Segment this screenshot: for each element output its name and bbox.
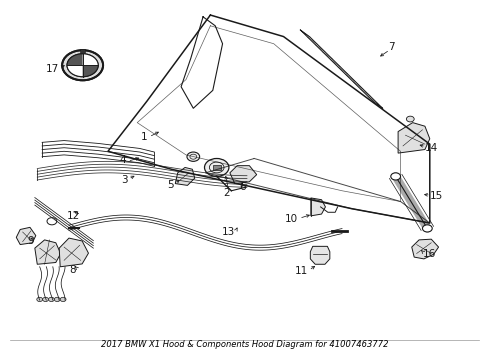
Wedge shape (67, 65, 82, 77)
Text: 14: 14 (424, 143, 437, 153)
Wedge shape (82, 54, 98, 65)
Text: 9: 9 (27, 236, 34, 246)
Polygon shape (16, 227, 36, 244)
Text: 2017 BMW X1 Hood & Components Hood Diagram for 41007463772: 2017 BMW X1 Hood & Components Hood Diagr… (101, 339, 387, 348)
Text: 17: 17 (46, 64, 59, 74)
Text: 1: 1 (140, 132, 147, 142)
Text: 6: 6 (239, 182, 246, 192)
Circle shape (422, 225, 431, 232)
Wedge shape (67, 54, 82, 65)
Text: 10: 10 (285, 215, 298, 224)
Text: 3: 3 (121, 175, 127, 185)
Circle shape (42, 297, 48, 302)
Polygon shape (80, 49, 85, 53)
Text: 11: 11 (294, 266, 307, 276)
Circle shape (60, 297, 66, 302)
Text: 8: 8 (69, 265, 76, 275)
Circle shape (62, 50, 103, 80)
Polygon shape (59, 238, 88, 267)
Circle shape (54, 297, 60, 302)
Wedge shape (82, 65, 98, 77)
Text: 16: 16 (422, 248, 435, 258)
Text: 7: 7 (387, 42, 394, 52)
Text: 12: 12 (67, 211, 80, 221)
Circle shape (37, 297, 42, 302)
Text: 15: 15 (429, 191, 442, 201)
Polygon shape (411, 239, 438, 259)
Circle shape (67, 54, 98, 77)
Text: 4: 4 (120, 155, 126, 165)
Circle shape (48, 297, 54, 302)
Polygon shape (229, 166, 256, 184)
Polygon shape (35, 240, 61, 264)
Polygon shape (310, 198, 325, 216)
Polygon shape (212, 165, 220, 170)
Text: 13: 13 (221, 227, 234, 237)
Polygon shape (310, 246, 329, 264)
Polygon shape (397, 123, 429, 153)
Polygon shape (300, 30, 382, 109)
Circle shape (186, 152, 199, 161)
Circle shape (204, 158, 228, 176)
Text: 2: 2 (223, 188, 229, 198)
Circle shape (406, 116, 413, 122)
Text: 5: 5 (167, 180, 173, 190)
Polygon shape (175, 167, 194, 185)
Circle shape (390, 173, 400, 180)
